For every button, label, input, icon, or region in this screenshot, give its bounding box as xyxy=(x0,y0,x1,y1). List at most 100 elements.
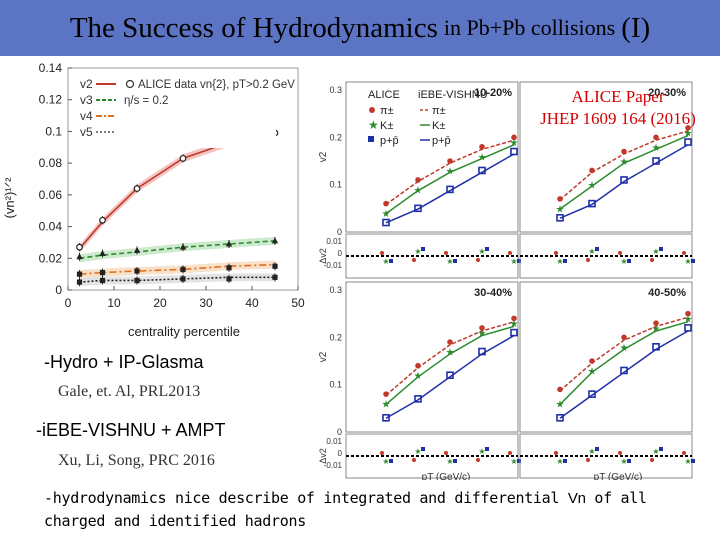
ratio-1-kaon-0: ★ xyxy=(556,257,563,266)
legend-model-pion-label: π± xyxy=(432,105,446,117)
note-vishnu-ampt: -iEBE-VISHNU + AMPT xyxy=(36,420,226,440)
ratio-2-proton-4 xyxy=(517,459,521,463)
point-v5-4 xyxy=(226,276,232,282)
ratio-2-kaon-0: ★ xyxy=(382,457,389,466)
ratio-2-kaon-1: ★ xyxy=(414,447,421,456)
left-y-tick-label-3: 0.06 xyxy=(39,188,63,202)
ratio-1-proton-2 xyxy=(627,259,631,263)
ratio-2-proton-1 xyxy=(421,447,425,451)
ratio-2-y-tick-1: 0 xyxy=(338,449,343,458)
ratio-0-proton-4 xyxy=(517,259,521,263)
point-v5-0 xyxy=(76,279,83,285)
panel-0: 10-20%00.10.20.3v2★★★★★★★★★★0.010-0.01Δv… xyxy=(318,81,521,279)
legend-model-label: η/s = 0.2 xyxy=(124,95,168,107)
panel-3-model-kaon xyxy=(559,321,689,405)
legend-v3: v3 xyxy=(80,93,93,107)
ratio-2-kaon-3: ★ xyxy=(478,447,485,456)
ratio-1-pion-2 xyxy=(618,251,622,255)
panel-label-1: 20-30% xyxy=(648,87,686,99)
legend-model-proton-label: p+p̄ xyxy=(432,135,451,147)
ratio-3-proton-3 xyxy=(659,447,663,451)
ratio-0-kaon-3: ★ xyxy=(478,247,485,256)
left-plot-frame xyxy=(67,67,299,291)
left-x-tick-label-1: 10 xyxy=(107,296,121,310)
conclusion-part-2: of all xyxy=(585,489,647,507)
panel-2-proton-1 xyxy=(414,395,422,403)
panel-0-pion-2 xyxy=(447,158,453,164)
ratio-3-kaon-0: ★ xyxy=(556,457,563,466)
ratio-1-proton-3 xyxy=(659,247,663,251)
panel-0-proton-2 xyxy=(446,185,454,194)
panel-3-proton-3 xyxy=(652,342,660,351)
panel-3-kaon-3: ★ xyxy=(652,324,661,335)
left-x-tick-label-5: 50 xyxy=(291,296,305,310)
ratio-2-pion-3 xyxy=(476,458,480,462)
left-x-tick-label-2: 20 xyxy=(153,296,167,310)
panel-3-kaon-1: ★ xyxy=(588,366,597,377)
ratio-0-proton-2 xyxy=(453,259,457,263)
ratio-3-proton-2 xyxy=(627,459,631,463)
ratio-1-kaon-1: ★ xyxy=(588,247,595,256)
ratio-1-proton-0 xyxy=(563,259,567,263)
panel-3-model-pion xyxy=(559,316,689,392)
panel-0-pion-1 xyxy=(415,177,421,183)
ratio-3-pion-2 xyxy=(618,451,622,455)
panel-2-proton-3 xyxy=(478,347,486,356)
panel-1-proton-3 xyxy=(652,157,660,165)
panel-2-kaon-3: ★ xyxy=(478,329,487,340)
identified-v2-chart: 10-20%00.10.20.3v2★★★★★★★★★★0.010-0.01Δv… xyxy=(318,76,718,480)
panel-3-kaon-4: ★ xyxy=(684,314,693,325)
panel-1: 20-30% ★ ★ ★ ★ ★ ★ ★ ★ ★ ★ xyxy=(519,81,695,279)
note-hydro-ipglasma: -Hydro + IP-Glasma xyxy=(44,352,204,372)
point-v3-1 xyxy=(99,250,106,257)
panel-3-pion-3 xyxy=(653,320,659,326)
ratio-2-proton-2 xyxy=(453,459,457,463)
legend-alice-title: ALICE xyxy=(368,89,400,101)
panel-0-proton-1 xyxy=(414,204,422,213)
panel-1-kaon-4: ★ xyxy=(684,129,693,140)
point-v4-0 xyxy=(76,271,83,277)
panel-1-kaon-3: ★ xyxy=(652,143,661,154)
panel-2-y-tick-2: 0.2 xyxy=(329,332,342,342)
panel-0-pion-4 xyxy=(511,134,517,141)
panel-0-pion-3 xyxy=(479,144,485,150)
left-x-tick-label-4: 40 xyxy=(245,296,259,310)
point-v3-0 xyxy=(76,253,83,260)
conclusion-vn: Vn xyxy=(567,490,586,507)
panel-1-model-proton xyxy=(559,144,689,219)
ratio-0-proton-0 xyxy=(389,259,393,263)
ratio-3-pion-3 xyxy=(650,458,654,462)
ratio-2-kaon-4: ★ xyxy=(510,457,517,466)
panel-1-pion-2 xyxy=(621,148,627,155)
left-y-axis-label: (vn²)¹ᐟ² xyxy=(2,177,17,219)
panel-2-model-kaon xyxy=(385,325,515,406)
panel-0-y-tick-3: 0.3 xyxy=(329,85,342,95)
panel-0-model-pion xyxy=(385,139,515,206)
panel-1-proton-2 xyxy=(620,176,628,184)
panel-frame-3 xyxy=(519,281,693,433)
point-v3-3 xyxy=(179,243,187,250)
point-v5-1 xyxy=(99,277,106,284)
legend-v5: v5 xyxy=(80,125,93,139)
ratio-0-kaon-4: ★ xyxy=(510,257,517,266)
point-v4-1 xyxy=(99,269,106,276)
panel-2-kaon-0: ★ xyxy=(382,400,391,411)
model-line-v4 xyxy=(79,263,276,275)
ratio-1-kaon-2: ★ xyxy=(620,257,627,266)
panel-frame-0 xyxy=(345,81,519,233)
legend-proton-marker xyxy=(368,136,374,142)
legend-data-marker xyxy=(125,79,135,89)
right-x-axis-label-right: pT (GeV/c) xyxy=(594,472,643,480)
note-xu-ref: Xu, Li, Song, PRC 2016 xyxy=(58,452,215,469)
right-x-axis-label-left: pT (GeV/c) xyxy=(422,472,471,480)
ratio-2-proton-0 xyxy=(389,459,393,463)
panel-0-model-proton xyxy=(385,153,515,224)
ratio-2-y-tick-0: 0.01 xyxy=(326,437,342,446)
panel-3-proton-2 xyxy=(620,366,628,375)
panel-1-pion-1 xyxy=(589,167,595,174)
title-suffix: (I) xyxy=(621,11,651,44)
ratio-2-pion-0 xyxy=(380,451,384,455)
ratio-0-proton-1 xyxy=(421,247,425,251)
note-gale-ref: Gale, et. Al, PRL2013 xyxy=(58,383,201,400)
panel-3-pion-1 xyxy=(589,358,595,364)
